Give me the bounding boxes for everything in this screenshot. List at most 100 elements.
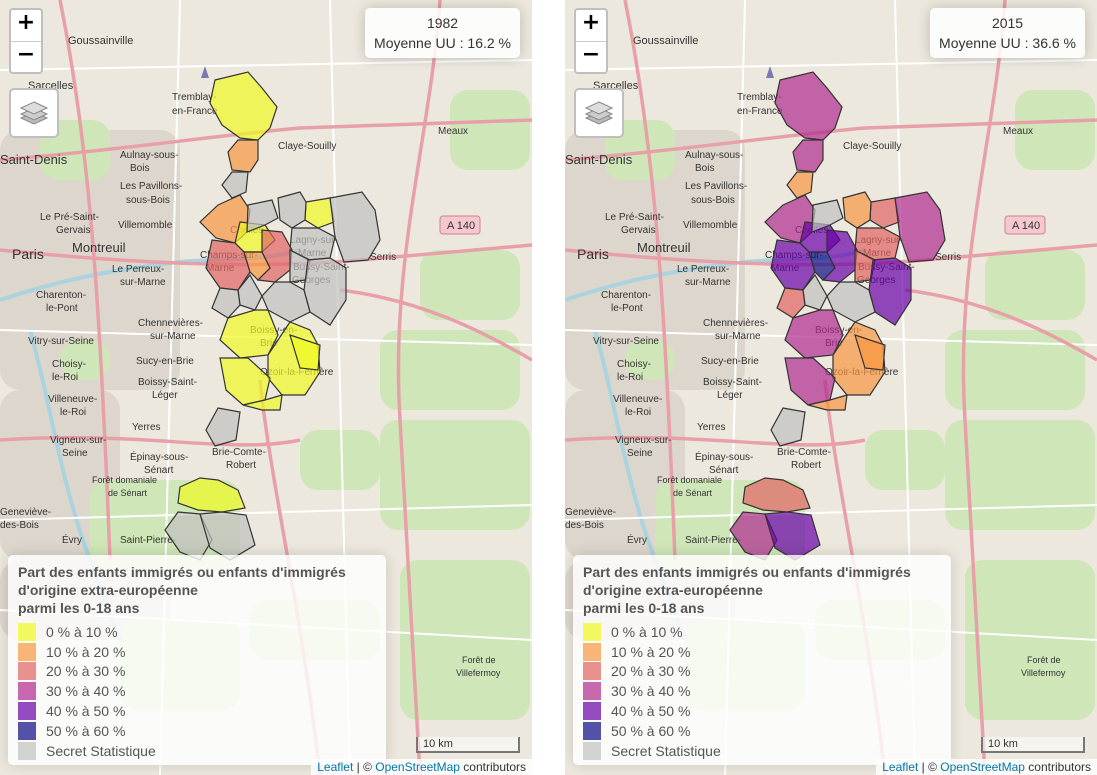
place-label: Le Pré-Saint-: [40, 212, 99, 223]
zone-pontault[interactable]: [776, 287, 806, 319]
zoom-in-button[interactable]: +: [11, 10, 41, 42]
place-label: Serris: [935, 252, 961, 263]
forest-area: [380, 330, 520, 410]
place-label: Léger: [152, 390, 178, 401]
zone-east-1[interactable]: [277, 191, 307, 229]
place-label: des-Bois: [0, 520, 39, 531]
place-label: Épinay-sous-: [130, 450, 188, 463]
airport-icon: [201, 66, 209, 78]
legend-label: 50 % à 60 %: [46, 722, 126, 739]
place-label: Épinay-sous-: [695, 450, 753, 463]
legend-title: Part des enfants immigrés ou enfants d'i…: [18, 563, 376, 617]
zone-chevry[interactable]: [807, 394, 848, 411]
zone-roissy[interactable]: [784, 309, 844, 359]
map-2015[interactable]: A 140 Goussainville Sarcelles Tremblay-en-F…: [565, 0, 1097, 775]
choropleth-layer: [729, 71, 946, 561]
legend-swatch: [583, 622, 601, 641]
zone-tremblay-n[interactable]: [774, 71, 843, 141]
place-label: Forêt domaniale: [657, 475, 722, 485]
legend-item: Secret Statistique: [583, 741, 941, 761]
place-label: Saint-Denis: [565, 152, 633, 167]
place-label: sous-Bois: [691, 195, 735, 206]
zone-villepinte[interactable]: [792, 139, 824, 173]
map-1982[interactable]: A 140 Goussainville Sarcelles Tremblay-en-F…: [0, 0, 532, 775]
zone-emerainville[interactable]: [802, 273, 828, 311]
place-label: Choisy-: [52, 359, 86, 370]
place-label: Chennevières-: [703, 318, 768, 329]
place-label: Geneviève-: [0, 507, 51, 518]
zone-senart-n[interactable]: [177, 477, 246, 513]
info-box: 1982 Moyenne UU : 16.2 %: [365, 8, 520, 58]
forest-area: [420, 250, 520, 320]
zoom-in-button[interactable]: +: [576, 10, 606, 42]
place-label: Charenton-: [36, 290, 86, 301]
zone-east-1[interactable]: [842, 191, 872, 229]
zone-croissy[interactable]: [261, 281, 311, 323]
road-shield-label: A 140: [447, 220, 475, 232]
legend-title-line: d'origine extra-européenne: [18, 582, 198, 598]
place-label: Goussainville: [68, 35, 133, 47]
zone-champs[interactable]: [770, 239, 816, 291]
place-label: Aulnay-sous-: [120, 150, 178, 161]
place-label: Sénart: [709, 465, 739, 476]
place-label: Brie-Comte-: [212, 447, 266, 458]
scale-bar: 10 km: [981, 737, 1085, 753]
zoom-out-button[interactable]: −: [581, 42, 601, 67]
zone-chelles-n[interactable]: [246, 199, 279, 233]
place-label: Vigneux-sur-: [615, 435, 672, 446]
leaflet-link[interactable]: Leaflet: [317, 760, 354, 774]
zoom-out-button[interactable]: −: [16, 42, 36, 67]
legend: Part des enfants immigrés ou enfants d'i…: [8, 555, 386, 765]
legend-item: 20 % à 30 %: [583, 662, 941, 682]
legend-item: 40 % à 50 %: [583, 701, 941, 721]
place-label: Évry: [627, 533, 647, 546]
place-label: Saint-Pierre-: [685, 535, 741, 546]
zone-brie[interactable]: [205, 407, 241, 447]
zone-roissy[interactable]: [219, 309, 279, 359]
place-label: Villemomble: [683, 220, 738, 231]
place-label: de Sénart: [108, 488, 148, 498]
mean-label: Moyenne UU : 36.6 %: [939, 35, 1076, 51]
zone-east-2[interactable]: [329, 191, 381, 263]
zone-collegien[interactable]: [289, 249, 311, 283]
place-label: Robert: [226, 460, 256, 471]
place-label: Claye-Souilly: [843, 141, 901, 152]
zone-brie[interactable]: [770, 407, 806, 447]
zone-east-2[interactable]: [894, 191, 946, 263]
zone-chevry[interactable]: [242, 394, 283, 411]
legend-item: 10 % à 20 %: [583, 642, 941, 662]
place-label: Yerres: [132, 422, 161, 433]
legend-swatch: [583, 721, 601, 740]
zone-ozoir-e[interactable]: [289, 334, 321, 371]
zone-tremblay-n[interactable]: [209, 71, 278, 141]
zone-pontault[interactable]: [211, 287, 241, 319]
legend-label: 0 % à 10 %: [611, 623, 683, 640]
layers-button[interactable]: [574, 88, 624, 138]
zone-villepinte[interactable]: [227, 139, 259, 173]
airport-icon: [766, 66, 774, 78]
legend-label: 40 % à 50 %: [611, 703, 691, 720]
osm-link[interactable]: OpenStreetMap: [375, 760, 460, 774]
zone-senart-s[interactable]: [199, 511, 256, 561]
zone-champs[interactable]: [205, 239, 251, 291]
legend-item: 40 % à 50 %: [18, 701, 376, 721]
layers-icon: [585, 101, 613, 125]
zone-croissy[interactable]: [826, 281, 876, 323]
zone-emerainville[interactable]: [237, 273, 263, 311]
place-label: Seine: [62, 448, 88, 459]
zone-ozoir-e[interactable]: [854, 334, 886, 371]
osm-link[interactable]: OpenStreetMap: [940, 760, 1025, 774]
legend-swatch: [583, 741, 601, 760]
place-label: Villefermoy: [456, 668, 501, 678]
attribution: Leaflet | © OpenStreetMap contributors: [876, 759, 1097, 775]
leaflet-link[interactable]: Leaflet: [882, 760, 919, 774]
legend-label: Secret Statistique: [46, 742, 156, 759]
zone-chelles-n[interactable]: [811, 199, 844, 233]
legend-swatch: [18, 721, 36, 740]
zone-senart-n[interactable]: [742, 477, 811, 513]
zone-collegien[interactable]: [854, 249, 876, 283]
place-label: Sucy-en-Brie: [701, 356, 759, 367]
layers-button[interactable]: [9, 88, 59, 138]
river-seine: [28, 329, 122, 641]
zone-senart-s[interactable]: [764, 511, 821, 561]
